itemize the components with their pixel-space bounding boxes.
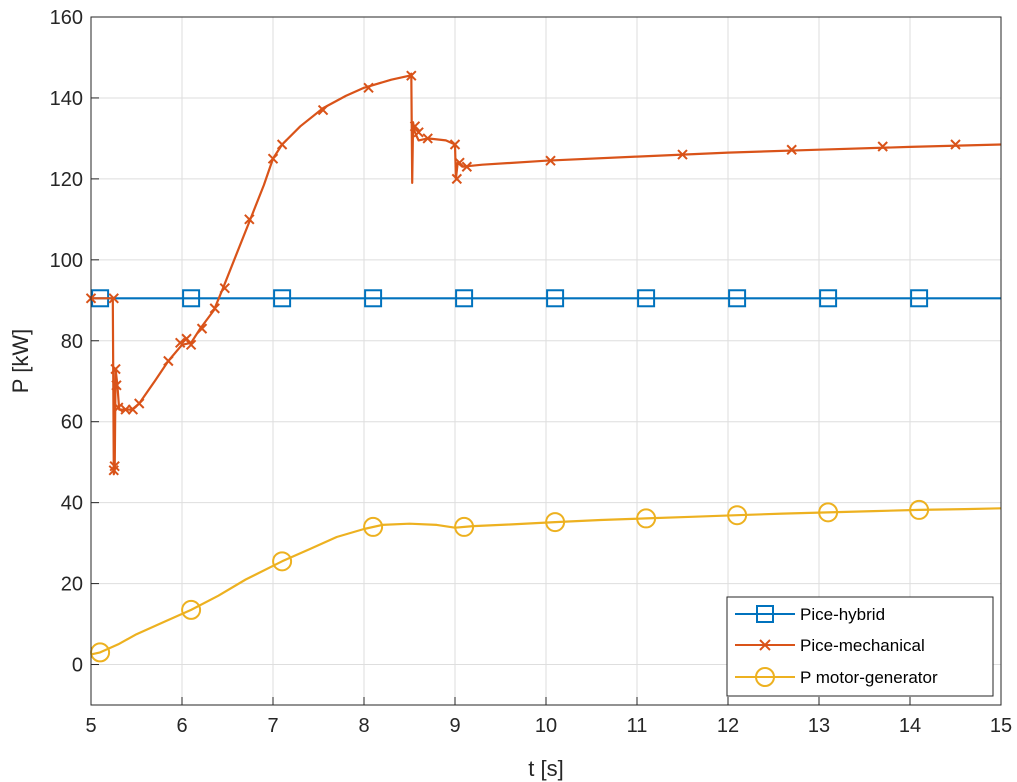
- x-tick-label: 8: [358, 715, 369, 737]
- y-tick-label: 20: [61, 574, 83, 596]
- data-point-x: [134, 398, 145, 409]
- x-tick-label: 7: [267, 715, 278, 737]
- data-point-square: [910, 289, 929, 308]
- data-point-square: [819, 289, 838, 308]
- x-tick-label: 6: [176, 715, 187, 737]
- y-tick-label: 100: [50, 250, 83, 272]
- legend-entry-motor-generator: P motor-generator: [735, 667, 938, 687]
- legend: Pice-hybrid Pice-mechanical P motor-gene…: [726, 596, 994, 697]
- data-point-x: [267, 153, 279, 164]
- x-tick-label: 13: [808, 715, 830, 737]
- y-tick-label: 140: [50, 88, 83, 110]
- x-tick-label: 11: [627, 715, 648, 737]
- data-point-x: [196, 323, 208, 334]
- data-point-square: [455, 289, 474, 308]
- data-point-x: [185, 339, 197, 351]
- x-tick-label: 9: [449, 715, 460, 737]
- data-point-square: [182, 289, 201, 308]
- y-tick-label: 0: [72, 655, 83, 677]
- data-point-x: [109, 461, 120, 472]
- y-tick-label: 160: [50, 7, 83, 29]
- data-point-x: [363, 82, 374, 94]
- y-tick-label: 40: [61, 493, 83, 515]
- y-tick-label: 60: [61, 412, 83, 434]
- grid-lines: [90, 16, 1002, 705]
- data-point-x: [406, 70, 417, 81]
- data-point-x: [449, 139, 461, 150]
- x-tick-label: 5: [85, 715, 96, 737]
- data-point-x: [451, 173, 463, 185]
- data-point-x: [461, 161, 473, 172]
- data-point-square: [637, 289, 656, 308]
- data-point-circle: [636, 508, 657, 529]
- data-point-x: [422, 133, 433, 144]
- legend-label-hybrid: Pice-hybrid: [800, 605, 885, 624]
- data-point-circle: [545, 512, 566, 533]
- data-point-x: [545, 155, 556, 166]
- x-axis-ticks: 5 6 7 8 9 10 11 12 13 14 15: [85, 697, 1012, 737]
- data-point-x: [317, 104, 329, 116]
- data-point-x: [209, 303, 220, 314]
- x-axis-label: t [s]: [528, 756, 563, 781]
- data-point-square: [546, 289, 565, 308]
- data-point-circle: [909, 499, 930, 520]
- series-motor-generator: [90, 499, 1002, 663]
- data-point-x: [877, 141, 888, 152]
- data-point-x: [219, 282, 230, 294]
- x-tick-label: 10: [535, 715, 557, 737]
- data-point-x: [111, 380, 122, 391]
- data-point-square: [728, 289, 747, 308]
- data-point-x: [677, 149, 688, 160]
- data-point-x: [110, 363, 121, 375]
- data-point-x: [181, 333, 192, 344]
- data-point-x: [413, 127, 424, 138]
- data-point-x: [163, 355, 174, 367]
- data-point-circle: [272, 551, 293, 572]
- legend-circle-marker: [755, 667, 775, 687]
- y-axis-label: P [kW]: [8, 329, 33, 393]
- x-tick-label: 15: [990, 715, 1012, 737]
- y-tick-label: 120: [50, 169, 83, 191]
- legend-label-mechanical: Pice-mechanical: [800, 636, 925, 655]
- series-layer: [85, 70, 1002, 663]
- data-point-x: [454, 157, 465, 168]
- series-mechanical: [85, 70, 1002, 476]
- data-point-circle: [454, 516, 475, 537]
- data-point-circle: [727, 505, 748, 526]
- x-tick-label: 12: [717, 715, 739, 737]
- data-point-x: [113, 402, 124, 413]
- data-point-x: [244, 214, 255, 225]
- legend-entry-hybrid: Pice-hybrid: [735, 605, 885, 624]
- data-point-x: [174, 337, 186, 348]
- data-point-circle: [818, 502, 839, 523]
- data-point-x: [108, 293, 119, 304]
- data-point-x: [409, 121, 421, 132]
- data-point-circle: [363, 516, 384, 537]
- data-point-square: [364, 289, 383, 308]
- x-tick-label: 14: [899, 715, 921, 737]
- data-point-x: [950, 139, 961, 150]
- legend-entry-mechanical: Pice-mechanical: [735, 636, 925, 655]
- legend-x-marker: [759, 639, 771, 651]
- data-point-square: [273, 289, 292, 308]
- data-point-circle: [181, 599, 202, 620]
- data-point-x: [276, 139, 288, 150]
- y-axis-ticks: 0 20 40 60 80 100 120 140 160: [50, 7, 99, 677]
- series-hybrid: [91, 289, 1001, 308]
- legend-square-marker: [756, 605, 774, 623]
- legend-label-motor-generator: P motor-generator: [800, 668, 938, 687]
- data-point-x: [786, 144, 797, 155]
- y-tick-label: 80: [61, 331, 83, 353]
